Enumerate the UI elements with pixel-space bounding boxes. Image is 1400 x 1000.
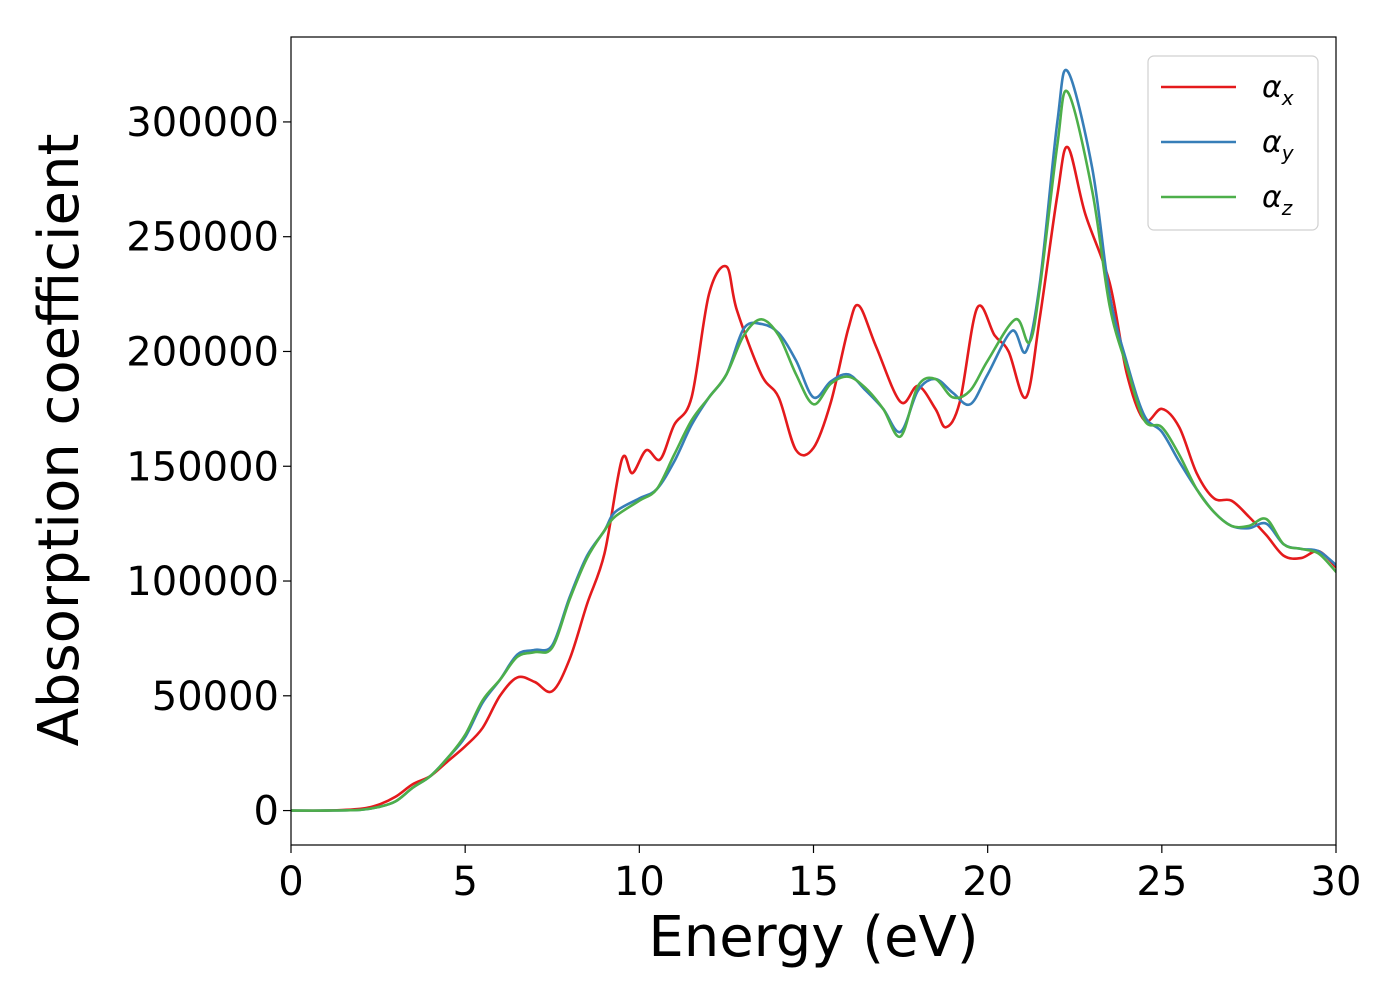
y-axis: 0 50000 100000 150000 200000 250000 300000 [126,100,291,835]
y-tick-label: 150000 [126,444,279,490]
x-tick-label: 15 [788,859,839,905]
series-line-x [291,145,1336,813]
x-tick-label: 25 [1136,859,1187,905]
y-tick-label: 200000 [126,329,279,375]
x-axis: 0 5 10 15 20 25 30 [278,845,1361,905]
x-tick-label: 30 [1311,859,1362,905]
series-line-z [291,89,1336,812]
x-axis-title: Energy (eV) [648,905,978,970]
y-axis-title: Absorption coefficient [27,134,92,747]
y-tick-label: 50000 [152,674,279,720]
y-tick-label: 100000 [126,559,279,605]
legend-label-z: αz [1262,180,1293,220]
y-tick-label: 250000 [126,215,279,261]
x-tick-label: 20 [962,859,1013,905]
y-tick-label: 0 [254,789,279,835]
x-tick-label: 0 [278,859,303,905]
x-tick-label: 10 [614,859,665,905]
x-tick-label: 5 [452,859,477,905]
y-tick-label: 300000 [126,100,279,146]
plot-area [291,68,1336,813]
